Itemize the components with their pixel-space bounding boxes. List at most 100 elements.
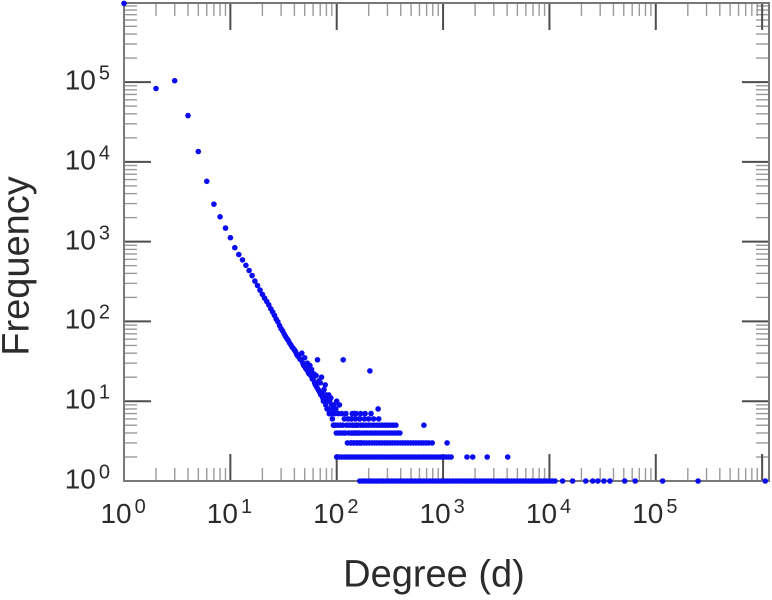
data-point — [328, 395, 334, 401]
data-point — [222, 225, 229, 231]
data-point — [243, 262, 249, 269]
y-tick-label: 10 5 — [30, 63, 110, 99]
data-point — [211, 201, 217, 207]
data-point — [227, 234, 234, 241]
x-tick-label: 10 5 — [632, 496, 678, 532]
data-point — [421, 422, 427, 429]
data-point — [121, 0, 127, 7]
data-point — [695, 478, 701, 484]
tick-label-exponent: 1 — [240, 496, 253, 518]
tick-label-exponent: 5 — [666, 496, 678, 518]
y-axis-title: Frequency — [0, 176, 38, 356]
data-point — [365, 416, 372, 422]
x-tick-label: 10 2 — [313, 496, 359, 532]
data-point — [367, 368, 373, 374]
data-point — [375, 416, 382, 422]
data-point — [333, 406, 339, 412]
tick-label-base: 10 — [64, 224, 96, 256]
data-point — [595, 478, 601, 484]
data-point — [249, 272, 255, 279]
data-point — [236, 251, 242, 258]
data-point — [317, 380, 324, 386]
tick-label-exponent: 2 — [98, 301, 110, 324]
tick-label-exponent: 1 — [98, 381, 110, 404]
data-point — [552, 478, 558, 484]
data-point — [232, 244, 238, 251]
data-point — [252, 278, 258, 284]
y-tick-label: 10 3 — [30, 222, 110, 258]
data-point — [659, 478, 666, 484]
data-point — [171, 77, 178, 84]
data-point — [308, 366, 315, 373]
data-point — [325, 406, 331, 412]
data-point — [153, 85, 159, 92]
data-point — [607, 478, 613, 484]
x-tick-label: 10 0 — [100, 496, 146, 532]
data-point — [195, 148, 202, 155]
data-point — [340, 357, 347, 363]
tick-label-base: 10 — [64, 383, 96, 415]
data-point — [464, 454, 470, 460]
data-point — [343, 410, 349, 417]
data-point — [393, 422, 399, 429]
data-point — [329, 416, 336, 422]
tick-label-base: 10 — [100, 498, 132, 529]
data-point — [204, 178, 210, 185]
tick-label-base: 10 — [525, 498, 558, 529]
x-axis-title: Degree (d) — [343, 553, 525, 596]
data-point — [185, 112, 191, 119]
data-point — [318, 374, 325, 381]
data-point — [601, 478, 607, 484]
y-tick-label: 10 4 — [30, 142, 110, 178]
data-point — [370, 416, 377, 422]
x-tick-label: 10 1 — [206, 496, 253, 532]
data-point — [314, 357, 321, 363]
scatter-points — [121, 0, 769, 484]
data-point — [397, 430, 403, 436]
data-point — [357, 416, 363, 422]
data-point — [301, 355, 308, 361]
data-point — [299, 350, 305, 357]
data-point — [321, 386, 327, 393]
tick-label-base: 10 — [632, 498, 664, 529]
tick-label-base: 10 — [313, 498, 345, 529]
tick-label-exponent: 0 — [134, 496, 146, 518]
data-point — [621, 478, 628, 484]
x-tick-label: 10 4 — [525, 496, 572, 532]
data-point — [362, 410, 368, 417]
y-tick-label: 10 2 — [30, 301, 110, 338]
data-point — [352, 416, 359, 422]
tick-label-base: 10 — [64, 463, 96, 495]
data-point — [353, 410, 359, 417]
data-point — [375, 406, 381, 412]
tick-label-exponent: 0 — [98, 461, 110, 484]
tick-label-base: 10 — [206, 498, 238, 529]
data-point — [589, 478, 596, 484]
data-point — [444, 440, 450, 446]
minor-ticks — [124, 3, 769, 481]
data-point — [762, 478, 769, 484]
tick-label-exponent: 4 — [560, 496, 572, 518]
data-point — [322, 382, 329, 388]
tick-label-exponent: 3 — [453, 496, 465, 518]
tick-label-exponent: 2 — [347, 496, 359, 518]
x-tick-label: 10 3 — [419, 496, 465, 532]
data-point — [336, 402, 343, 408]
y-tick-label: 10 0 — [30, 461, 110, 498]
data-point — [246, 267, 252, 274]
tick-label-base: 10 — [419, 498, 451, 529]
tick-label-base: 10 — [64, 144, 96, 176]
tick-label-exponent: 3 — [98, 222, 110, 245]
y-tick-label: 10 1 — [30, 381, 110, 418]
tick-label-base: 10 — [64, 64, 96, 96]
tick-label-base: 10 — [64, 303, 96, 335]
data-point — [361, 416, 368, 422]
data-point — [429, 440, 436, 446]
data-point — [357, 410, 364, 417]
plot-border — [123, 2, 770, 482]
data-point — [257, 287, 263, 293]
data-point — [368, 410, 374, 417]
tick-label-exponent: 4 — [98, 142, 110, 165]
